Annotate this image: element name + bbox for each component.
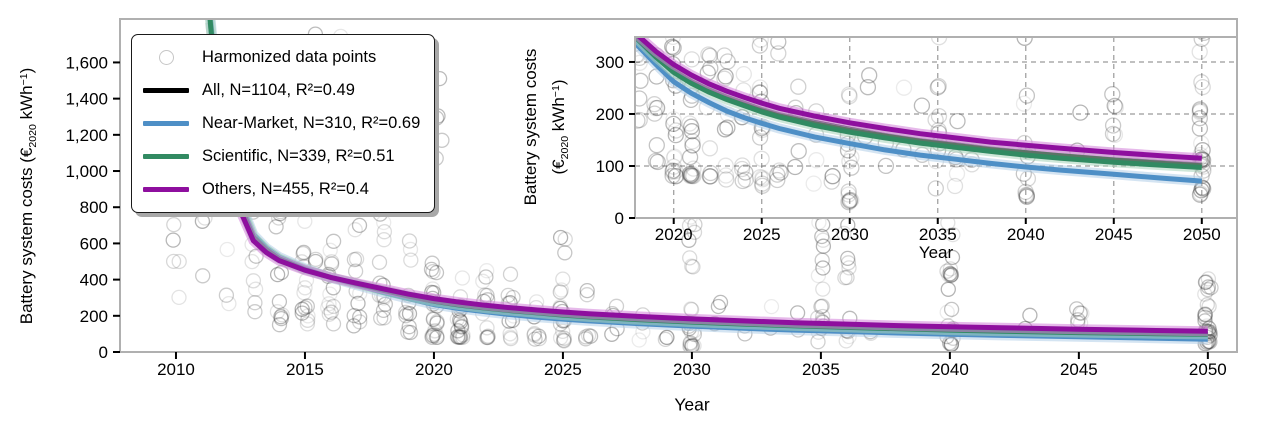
legend-label-all: All, N=1104, R²=0.49 [202, 81, 355, 99]
inset-y-label-superscript: −1 [549, 85, 562, 98]
svg-text:2030: 2030 [673, 360, 711, 379]
svg-text:2015: 2015 [286, 360, 324, 379]
legend-marker-area [143, 87, 189, 94]
inset-y-label-close: ) [549, 79, 569, 86]
line-swatch-scientific-icon [143, 153, 189, 160]
svg-text:400: 400 [80, 271, 108, 290]
inset-x-axis-label: Year [918, 243, 954, 262]
legend-marker-area [143, 50, 189, 65]
inset-y-label-unit: kWh [549, 97, 569, 136]
legend-marker-area [143, 120, 189, 127]
y-label-close: ) [17, 67, 37, 74]
legend-item-scientific: Scientific, N=339, R²=0.51 [143, 140, 420, 173]
svg-text:2020: 2020 [415, 360, 453, 379]
legend-item-harmonized-points: Harmonized data points [143, 41, 420, 74]
svg-text:1,000: 1,000 [65, 162, 108, 181]
svg-text:2025: 2025 [743, 225, 781, 244]
legend-marker-area [143, 153, 189, 160]
svg-text:1,400: 1,400 [65, 90, 108, 109]
inset-y-axis-label-line2: (€2020 kWh−1) [549, 80, 571, 175]
inset-y-label-subscript: 2020 [558, 135, 571, 160]
y-label-superscript: −1 [17, 73, 30, 86]
legend-label-others: Others, N=455, R²=0.4 [202, 180, 369, 198]
svg-text:2035: 2035 [919, 225, 957, 244]
svg-text:200: 200 [80, 307, 108, 326]
svg-text:800: 800 [80, 198, 108, 217]
svg-text:2010: 2010 [157, 360, 195, 379]
svg-text:2025: 2025 [544, 360, 582, 379]
circle-marker-icon [158, 50, 174, 65]
main-y-axis-label: Battery system costs (€2020 kWh−1) [17, 68, 39, 325]
main-x-axis-label: Year [674, 394, 710, 415]
legend-label-harmonized: Harmonized data points [202, 48, 377, 66]
svg-text:2030: 2030 [831, 225, 869, 244]
svg-text:2040: 2040 [931, 360, 969, 379]
svg-text:600: 600 [80, 234, 108, 253]
line-swatch-others-icon [143, 186, 189, 193]
legend-item-others: Others, N=455, R²=0.4 [143, 173, 420, 206]
svg-text:2040: 2040 [1007, 225, 1045, 244]
svg-text:2035: 2035 [802, 360, 840, 379]
legend-marker-area [143, 186, 189, 193]
y-label-text: Battery system costs (€ [17, 147, 37, 325]
inset-y-label-open: (€ [549, 159, 569, 175]
svg-text:2050: 2050 [1189, 360, 1227, 379]
svg-text:1,200: 1,200 [65, 126, 108, 145]
svg-text:2045: 2045 [1060, 360, 1098, 379]
legend-item-all: All, N=1104, R²=0.49 [143, 74, 420, 107]
y-label-unit: kWh [17, 85, 37, 125]
line-swatch-all-icon [143, 87, 189, 94]
svg-text:0: 0 [99, 343, 108, 362]
svg-text:2020: 2020 [655, 225, 693, 244]
svg-text:300: 300 [596, 53, 624, 72]
inset-y-axis-label-line1: Battery system costs [521, 48, 540, 206]
legend: Harmonized data points All, N=1104, R²=0… [131, 34, 436, 213]
svg-text:100: 100 [596, 157, 624, 176]
y-label-subscript: 2020 [26, 124, 39, 148]
legend-item-near-market: Near-Market, N=310, R²=0.69 [143, 107, 420, 140]
svg-text:2045: 2045 [1095, 225, 1133, 244]
svg-text:2050: 2050 [1183, 225, 1221, 244]
svg-text:1,600: 1,600 [65, 53, 108, 72]
svg-text:200: 200 [596, 105, 624, 124]
line-swatch-near-market-icon [143, 120, 189, 127]
legend-label-near-market: Near-Market, N=310, R²=0.69 [202, 114, 421, 132]
legend-label-scientific: Scientific, N=339, R²=0.51 [202, 147, 395, 165]
svg-text:0: 0 [615, 209, 624, 228]
